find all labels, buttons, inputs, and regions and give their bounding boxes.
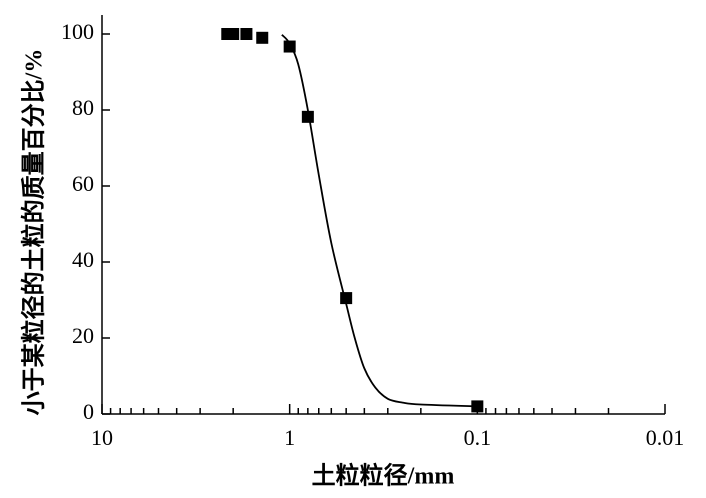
y-tick-label: 80 [72,95,94,120]
x-axis-label: 土粒粒径/mm [312,462,455,490]
data-point [256,31,269,44]
y-tick-label: 60 [72,171,94,196]
x-tick-label: 10 [91,425,113,450]
y-tick-label: 20 [72,323,94,348]
y-tick-label: 40 [72,247,94,272]
x-tick-label: 1 [284,425,295,450]
fit-curve [281,34,478,408]
data-point [301,110,314,123]
x-tick-label: 0.1 [464,425,492,450]
y-tick-label: 0 [83,399,94,424]
x-tick-label: 0.01 [646,425,685,450]
y-axis-label: 小于某粒径的土粒的质量百分比/% [20,49,48,416]
data-point [240,28,253,40]
data-point [227,28,240,40]
y-tick-label: 100 [61,19,94,44]
